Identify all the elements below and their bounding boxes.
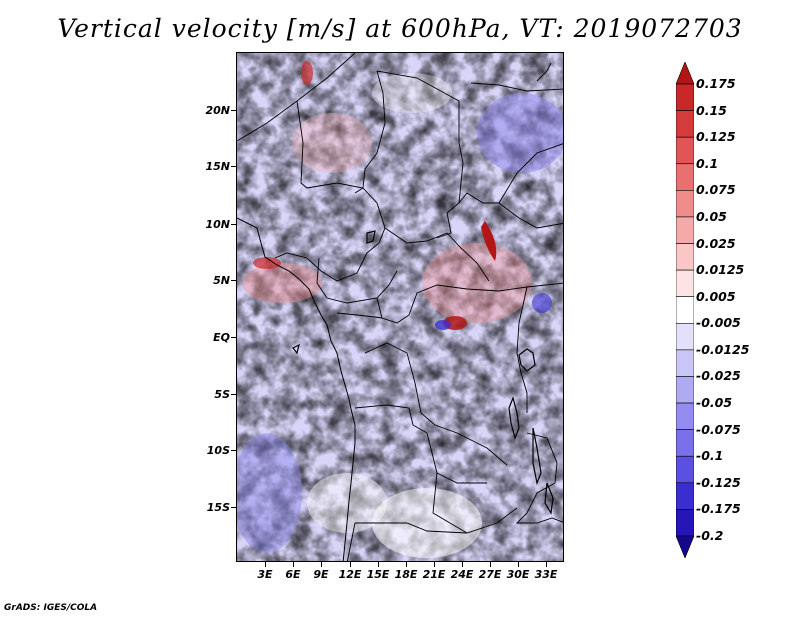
colorbar-label: -0.005 (696, 315, 741, 331)
colorbar-segment (676, 296, 694, 324)
colorbar-label: -0.05 (696, 395, 733, 411)
colorbar-segment (676, 535, 694, 558)
colorbar-segment (676, 110, 694, 138)
colorbar-label: -0.025 (696, 368, 741, 384)
vertical-velocity-field (237, 53, 563, 561)
y-tick (231, 166, 236, 167)
colorbar-label: -0.075 (696, 421, 741, 437)
colorbar-segment (676, 216, 694, 244)
y-tick (231, 507, 236, 508)
colorbar-segment (676, 349, 694, 377)
x-axis-label-33e: 33E (534, 568, 558, 581)
colorbar-segment (676, 429, 694, 457)
colorbar-segment (676, 455, 694, 484)
x-tick (518, 562, 519, 567)
x-tick (265, 562, 266, 567)
y-tick (231, 110, 236, 111)
y-tick (231, 280, 236, 281)
colorbar-segment (676, 136, 694, 165)
y-axis-label-eq: EQ (213, 331, 230, 344)
x-tick (378, 562, 379, 567)
colorbar-label: 0.0125 (696, 262, 745, 278)
map-panel (236, 52, 564, 562)
colorbar-label: -0.175 (696, 501, 741, 517)
x-axis-label-9e: 9E (313, 568, 329, 581)
colorbar-label: 0.05 (696, 208, 727, 224)
colorbar-label: 0.075 (696, 182, 736, 198)
x-tick (546, 562, 547, 567)
x-axis-label-21e: 21E (422, 568, 446, 581)
x-axis-label-6e: 6E (285, 568, 301, 581)
x-axis-label-18e: 18E (394, 568, 418, 581)
colorbar-segment (676, 190, 694, 218)
x-axis-label-12e: 12E (338, 568, 362, 581)
colorbar-segment (676, 243, 694, 271)
x-tick (462, 562, 463, 567)
map-title: Vertical velocity [m/s] at 600hPa, VT: 2… (57, 14, 743, 43)
colorbar-label: -0.125 (696, 474, 741, 490)
x-axis-label-27e: 27E (478, 568, 502, 581)
y-tick (231, 394, 236, 395)
y-tick (231, 337, 236, 338)
x-tick (350, 562, 351, 567)
colorbar-segment (676, 402, 694, 430)
x-axis-label-15e: 15E (366, 568, 390, 581)
colorbar-label: 0.1 (696, 155, 719, 171)
x-axis-label-24e: 24E (450, 568, 474, 581)
colorbar-label: -0.2 (696, 528, 724, 543)
x-tick (321, 562, 322, 567)
colorbar-segment (676, 269, 694, 298)
colorbar (676, 62, 694, 558)
y-axis-label-10n: 10N (205, 218, 230, 231)
colorbar-segment (676, 62, 694, 85)
x-tick (293, 562, 294, 567)
colorbar-label: 0.125 (696, 129, 736, 145)
colorbar-label: 0.005 (696, 288, 736, 304)
colorbar-segment (676, 83, 694, 111)
colorbar-segment (676, 163, 694, 191)
y-axis-label-5n: 5N (213, 274, 230, 287)
y-axis-label-10s: 10S (206, 444, 230, 457)
x-axis-label-3e: 3E (257, 568, 273, 581)
y-tick (231, 450, 236, 451)
colorbar-label: 0.15 (696, 102, 727, 118)
x-axis-label-30e: 30E (506, 568, 530, 581)
colorbar-segment (676, 376, 694, 404)
y-axis-label-15n: 15N (205, 160, 230, 173)
y-axis-label-20n: 20N (205, 104, 230, 117)
x-tick (490, 562, 491, 567)
colorbar-label: 0.175 (696, 76, 736, 91)
x-tick (406, 562, 407, 567)
colorbar-label: -0.0125 (696, 341, 750, 357)
x-tick (434, 562, 435, 567)
y-axis-label-5s: 5S (214, 388, 230, 401)
colorbar-segment (676, 482, 694, 510)
colorbar-label: 0.025 (696, 235, 736, 251)
colorbar-segment (676, 509, 694, 537)
colorbar-segment (676, 322, 694, 351)
colorbar-label: -0.1 (696, 448, 724, 464)
credit-label: GrADS: IGES/COLA (4, 603, 98, 613)
y-axis-label-15s: 15S (206, 501, 230, 514)
y-tick (231, 224, 236, 225)
